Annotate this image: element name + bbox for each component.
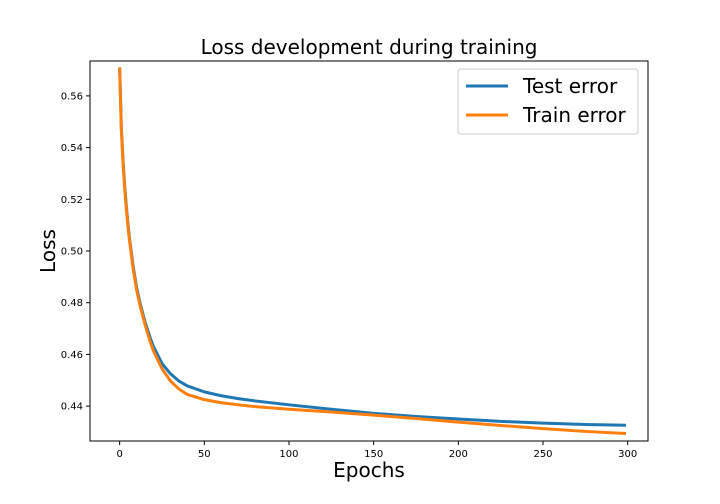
y-tick-label: 0.44 (61, 402, 83, 413)
plot-lines (118, 67, 627, 435)
x-axis-label: Epochs (333, 458, 405, 482)
y-tick-label: 0.46 (61, 350, 83, 361)
y-tick-label: 0.52 (61, 195, 83, 206)
y-tick-label: 0.54 (61, 143, 83, 154)
chart-title: Loss development during training (201, 35, 538, 59)
x-tick-label: 0 (116, 449, 122, 460)
legend-label-train-error: Train error (522, 103, 627, 127)
legend: Test error Train error (457, 68, 639, 135)
x-axis-ticks: 0 50 100 150 200 250 300 (116, 441, 637, 460)
y-tick-label: 0.48 (61, 298, 83, 309)
x-tick-label: 100 (279, 449, 298, 460)
y-tick-label: 0.56 (61, 91, 83, 102)
y-axis-label: Loss (36, 229, 60, 273)
y-axis-ticks: 0.44 0.46 0.48 0.50 0.52 0.54 0.56 (61, 91, 90, 413)
x-tick-label: 50 (198, 449, 211, 460)
x-tick-label: 200 (449, 449, 468, 460)
x-tick-label: 250 (533, 449, 552, 460)
y-tick-label: 0.50 (61, 247, 83, 258)
x-tick-label: 150 (364, 449, 383, 460)
series-line-train-error (118, 67, 627, 435)
legend-label-test-error: Test error (522, 74, 618, 98)
x-tick-label: 300 (618, 449, 637, 460)
